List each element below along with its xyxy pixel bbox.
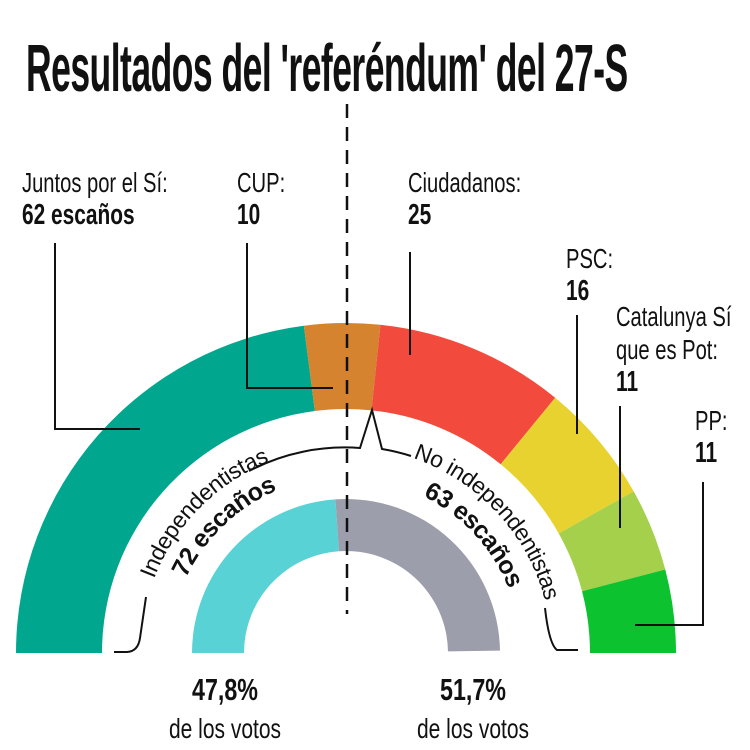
seats-ring — [16, 322, 676, 653]
party-seats: 11 — [695, 437, 718, 469]
party-name: PSC: — [566, 243, 614, 274]
party-name-2: que es Pot: — [616, 334, 718, 365]
label-cup: CUP: 10 — [237, 166, 285, 232]
party-seats: 11 — [616, 366, 639, 398]
votes-label-independentistas: 47,8% de los votos — [154, 672, 297, 745]
party-seats: 62 escaños — [22, 199, 135, 231]
label-catalunya-si-que-es-pot: Catalunya Sí que es Pot: 11 — [616, 300, 731, 399]
party-name: Catalunya Sí — [616, 301, 732, 332]
label-ciudadanos: Ciudadanos: 25 — [408, 166, 521, 232]
votes-pct: 51,7% — [440, 672, 506, 707]
leader-no-independentistas-end — [544, 607, 578, 651]
seat-segment-catalunya-s-que-es-pot — [558, 491, 666, 592]
votes-ring — [192, 499, 500, 653]
party-name: Ciudadanos: — [408, 167, 522, 198]
party-name: Juntos por el Sí: — [22, 167, 168, 198]
leader-independentistas-end — [114, 596, 147, 653]
leader-blocks-notch — [248, 406, 412, 472]
seat-segment-pp — [582, 569, 676, 653]
leader-pp — [635, 482, 704, 626]
leader-cup — [246, 243, 333, 389]
label-psc: PSC: 16 — [566, 242, 613, 308]
vote-segment-no-independentistas — [335, 499, 500, 652]
vote-segment-independentistas — [192, 499, 339, 653]
label-juntos-por-el-si: Juntos por el Sí: 62 escaños — [22, 166, 168, 232]
leader-juntos-por-el-si — [54, 243, 140, 430]
seat-segment-ciudadanos — [371, 324, 556, 465]
votes-caption: de los votos — [416, 713, 530, 744]
party-seats: 10 — [237, 199, 261, 231]
votes-label-no-independentistas: 51,7% de los votos — [402, 672, 545, 745]
party-name: PP: — [695, 405, 728, 436]
votes-pct: 47,8% — [192, 672, 258, 707]
seat-segment-juntos-por-el-s- — [16, 325, 315, 653]
seat-segment-psc — [500, 397, 634, 534]
chart-title: Resultados del 'referéndum' del 27-S — [26, 31, 628, 106]
label-pp: PP: 11 — [695, 404, 728, 470]
party-name: CUP: — [237, 167, 286, 198]
seat-segment-cup — [303, 322, 381, 411]
votes-caption: de los votos — [168, 713, 282, 744]
party-seats: 25 — [408, 199, 432, 231]
party-seats: 16 — [566, 275, 590, 307]
leader-lines — [54, 243, 704, 653]
